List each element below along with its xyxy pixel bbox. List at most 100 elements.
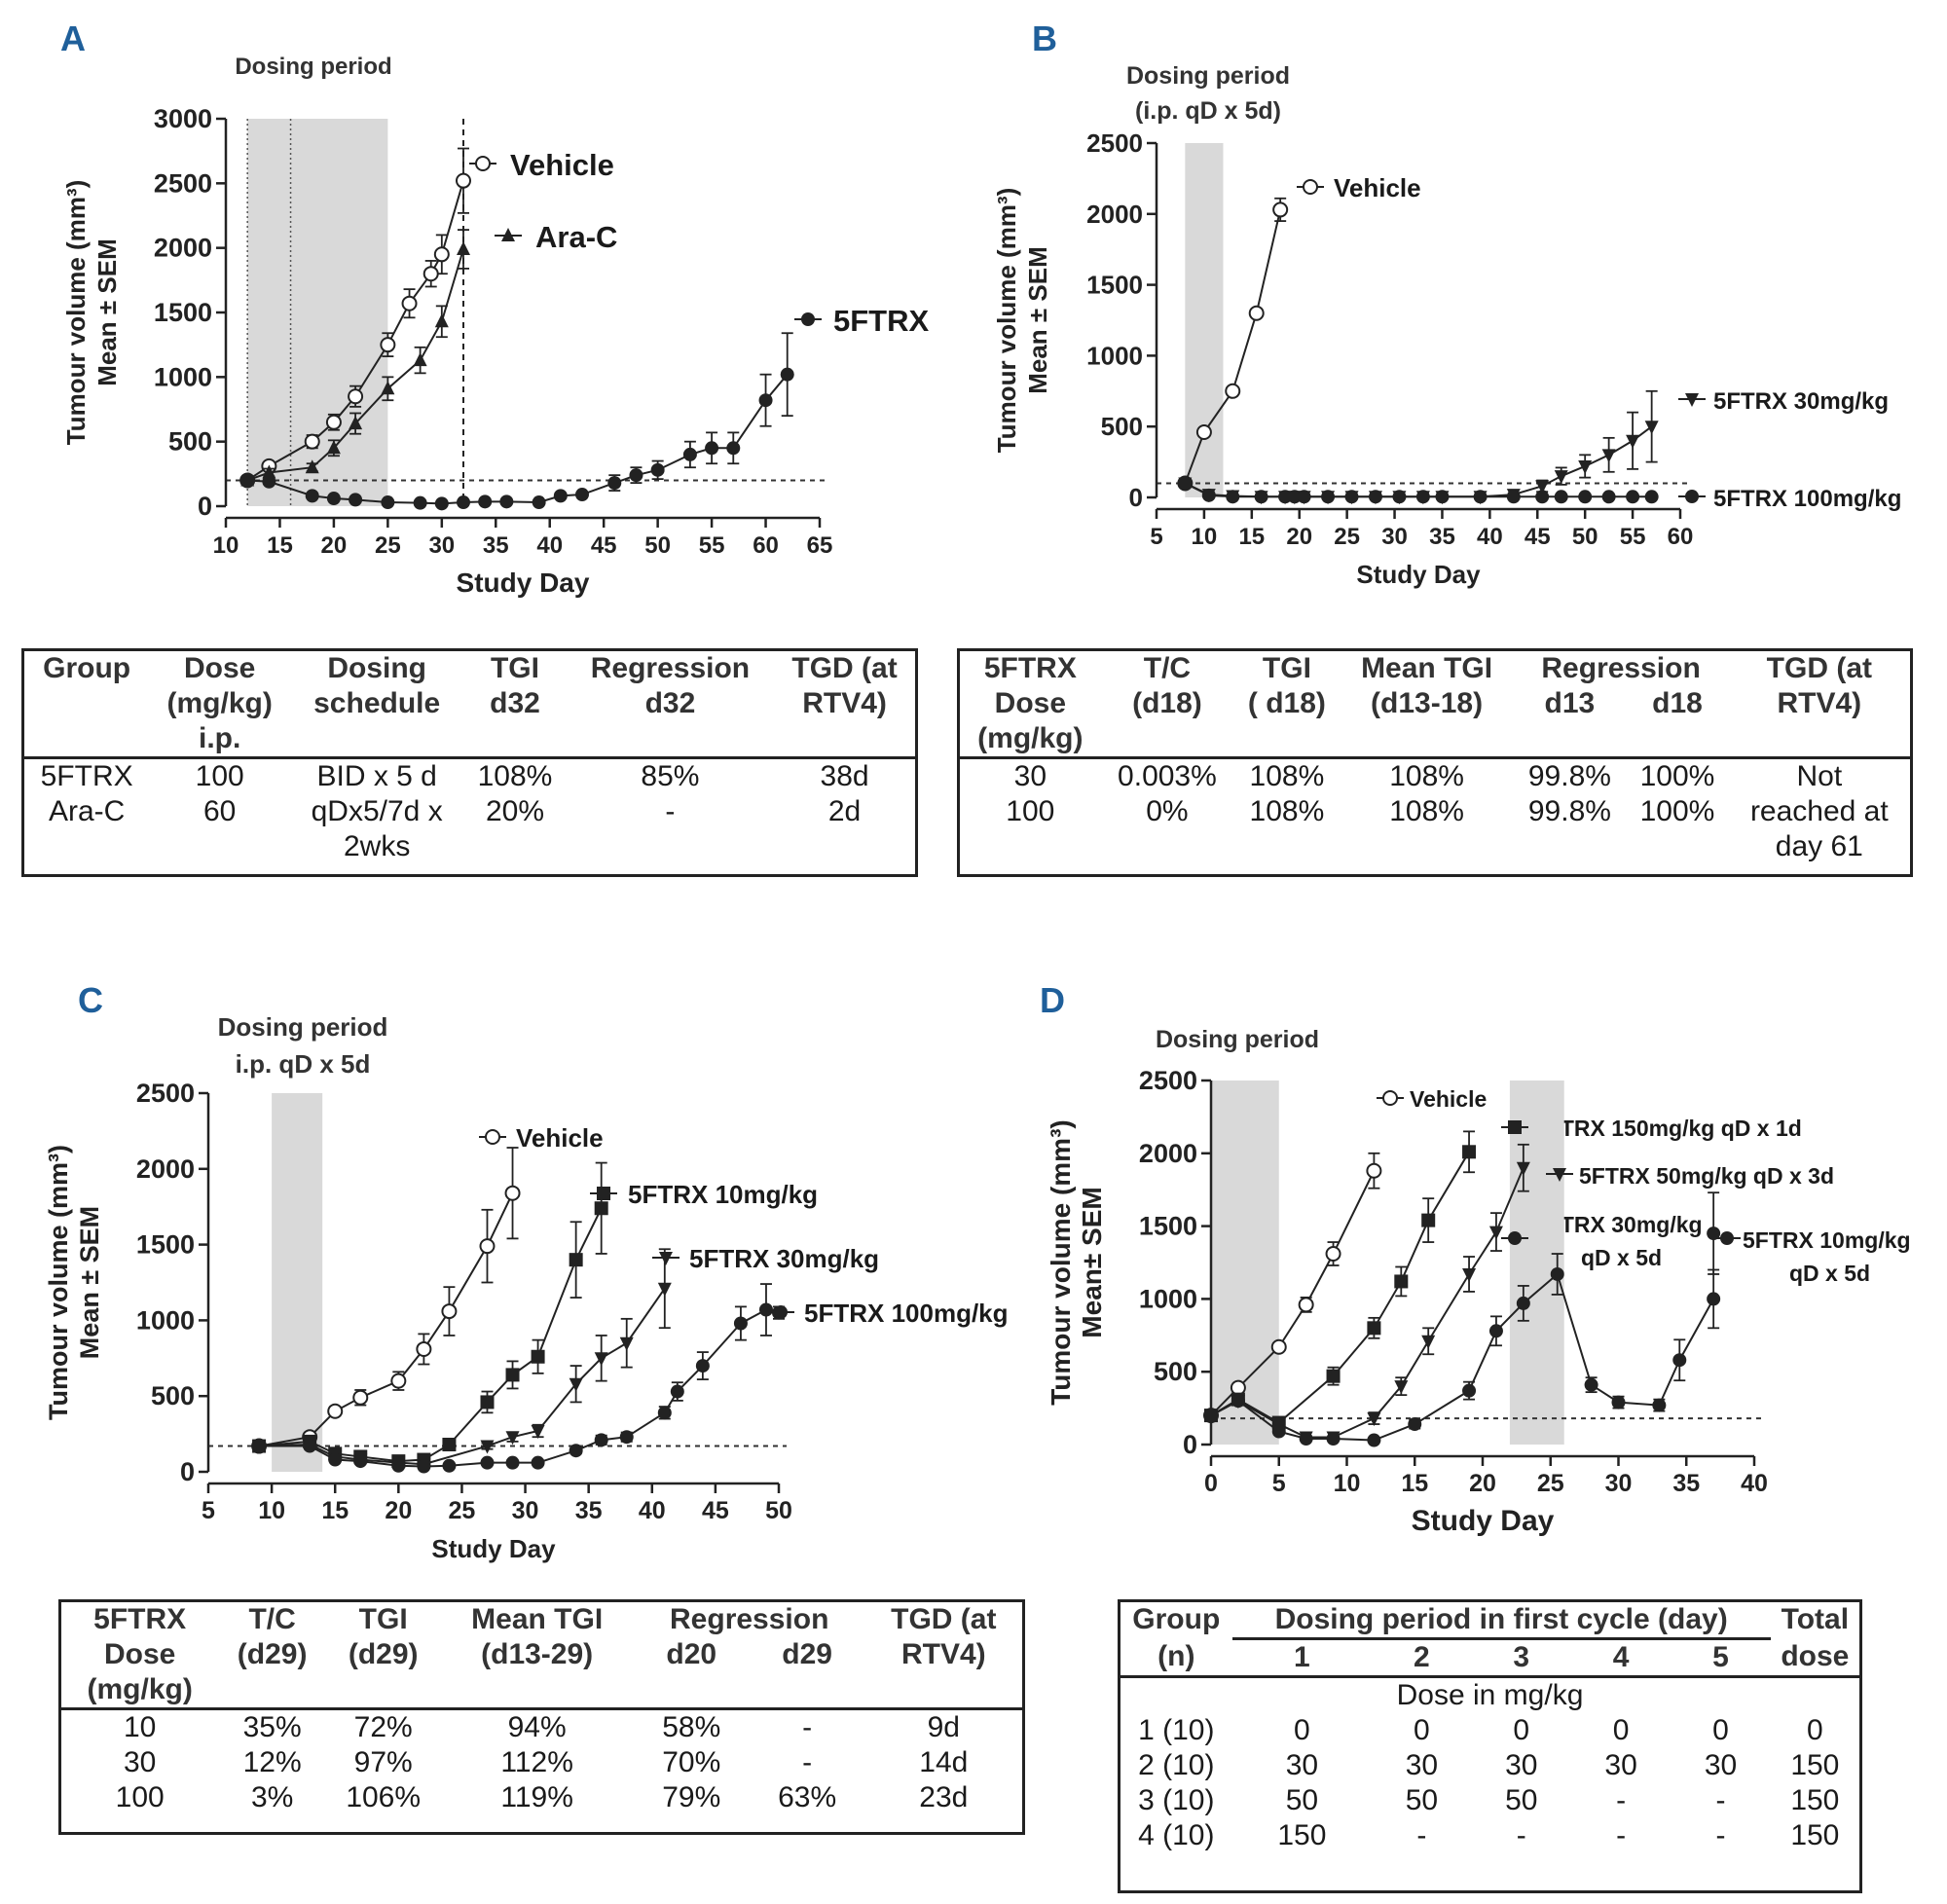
chart-c-x-axis-label: Study Day [431, 1534, 556, 1563]
chart-c-series-vehicle-point [504, 1185, 521, 1201]
chart-d-series-5ftrx-30mg-kg-qd-x-5d-point [1271, 1424, 1286, 1439]
table-b-cell: reached at [1749, 795, 1889, 827]
table-a-cell [463, 829, 567, 864]
table-c-cell: - [749, 1707, 865, 1745]
table-c-header: d20 [666, 1638, 717, 1670]
table-b-cell: 108% [1389, 795, 1464, 827]
chart-c-series-5ftrx-100mg-kg-point [417, 1459, 431, 1474]
chart-a-x-tick-label: 10 [213, 532, 239, 559]
chart-b-series-5ftrx-100mg-kg-point [1392, 490, 1407, 504]
chart-c-series-vehicle-point [390, 1373, 407, 1389]
chart-a-series-vehicle-point [304, 433, 320, 450]
chart-c-series-5ftrx-100mg-kg-point [391, 1458, 406, 1473]
legend-marker [659, 1252, 673, 1265]
table-c-header: 5FTRX [93, 1603, 187, 1635]
chart-c-series-5ftrx-100mg-kg-point [670, 1384, 684, 1399]
table-b: 5FTRX T/C TGI Mean TGI Regression TGD (a… [957, 648, 1913, 877]
chart-d-series-vehicle-point [1270, 1338, 1287, 1355]
chart-c-series-5ftrx-10mg-kg-point [594, 1201, 608, 1216]
dosing-label-b-2: (i.p. qD x 5d) [1135, 97, 1281, 125]
legend-a-vehicle: Vehicle [510, 148, 614, 182]
table-d-cell: 150 [1790, 1784, 1840, 1816]
chart-b-y-axis-label: Tumour volume (mm³) [992, 188, 1021, 454]
chart-c-series-5ftrx-100mg-kg-point [594, 1433, 608, 1447]
chart-d-y-tick-label: 0 [1183, 1430, 1197, 1459]
chart-d-series-5ftrx-50mg-kg-qd-x-3d-point [1488, 1226, 1503, 1240]
table-d-subhead: Dose in mg/kg [1120, 1675, 1859, 1713]
table-a-header: d32 [644, 687, 696, 719]
table-a-row: 5FTRX 100 BID x 5 d 108% 85% 38d [24, 756, 915, 794]
chart-c-series-vehicle-point [352, 1389, 369, 1406]
chart-d-series-5ftrx-30mg-kg-qd-x-5d-point [1231, 1394, 1245, 1409]
chart-d-series-5ftrx-30mg-kg-qd-x-5d-point [1488, 1324, 1503, 1338]
chart-a-x-tick-label: 45 [591, 532, 617, 559]
table-a-header: i.p. [199, 722, 241, 754]
table-b-header: d13 [1544, 687, 1596, 719]
chart-b-series-5ftrx-30mg-kg-point [1601, 449, 1616, 463]
chart-c: 0 500 1000 1500 2000 2500 5 10 15 20 25 30 35 40 45 50 S… [44, 1079, 792, 1563]
chart-a-series-vehicle-point [456, 172, 471, 189]
table-d-row: 2 (10) 30 30 30 30 30 150 [1120, 1748, 1859, 1783]
chart-a-series-5ftrx-point [607, 476, 622, 491]
table-d-cell: - [1715, 1819, 1726, 1851]
table-b-cell: 108% [1233, 756, 1341, 794]
legend-c-vehicle: Vehicle [516, 1123, 604, 1153]
chart-a-y-tick-label: 3000 [154, 104, 212, 133]
chart-a-series-5ftrx-point [434, 496, 449, 511]
table-a: Group Dose Dosing TGI Regression TGD (at… [21, 648, 918, 877]
table-c-header: (mg/kg) [87, 1673, 193, 1705]
chart-d-dosing-band [1211, 1080, 1279, 1445]
legend-marker [1303, 179, 1318, 195]
chart-c-dosing-band [272, 1093, 323, 1472]
table-d-cell: 0 [1807, 1714, 1823, 1746]
table-a-cell: 5FTRX [24, 756, 150, 794]
chart-d-series-5ftrx-150mg-kg-qd-x-1d-point [1462, 1145, 1477, 1159]
table-d-cell: 30 [1704, 1749, 1738, 1781]
table-d-header: dose [1781, 1639, 1850, 1672]
chart-a-series-5ftrx-point [262, 474, 276, 489]
table-d-cell: 0 [1712, 1714, 1729, 1746]
table-a-cell: qDx5/7d x [311, 795, 443, 827]
chart-c-y-tick-label: 2000 [136, 1154, 195, 1184]
chart-a-series-vehicle-point [422, 266, 439, 282]
chart-b-series-5ftrx-100mg-kg-point [1535, 490, 1550, 504]
chart-c-y-tick-label: 0 [180, 1457, 195, 1486]
table-b-header: d18 [1652, 687, 1703, 719]
table-a-header [774, 721, 915, 758]
chart-b-series-5ftrx-100mg-kg-point [1178, 476, 1193, 491]
table-c-cell: 100 [115, 1781, 165, 1813]
legend-marker [774, 1305, 788, 1319]
legend-marker [597, 1187, 610, 1200]
table-d-cell: 0 [1294, 1714, 1310, 1746]
legend-marker [1382, 1090, 1398, 1106]
chart-d-x-tick-label: 10 [1334, 1470, 1361, 1497]
chart-a-x-tick-label: 15 [267, 532, 293, 559]
table-d-cell: 3 (10) [1138, 1784, 1215, 1816]
legend-d-5ftrx150: 5FTRX 150mg/kg qD x 1d [1534, 1116, 1802, 1141]
chart-b-series-5ftrx-100mg-kg-point [1626, 490, 1640, 504]
chart-b-series-5ftrx-100mg-kg-point [1254, 490, 1268, 504]
dosing-label-c-1: Dosing period [218, 1012, 388, 1042]
table-d-row: 1 (10) 0 0 0 0 0 0 [1120, 1713, 1859, 1748]
chart-c-series-5ftrx-30mg-kg-point [594, 1352, 608, 1367]
chart-a-y-tick-label: 0 [198, 492, 212, 521]
table-d-cell: 50 [1285, 1784, 1319, 1816]
chart-c-series-5ftrx-30mg-kg-point [619, 1336, 634, 1351]
chart-b-series-5ftrx-100mg-kg-point [1201, 488, 1216, 502]
chart-a-series-ara-c-point [305, 459, 319, 474]
table-b-cell: 100 [1006, 795, 1055, 827]
chart-d-y-axis-label-2: Mean± SEM [1077, 1187, 1107, 1337]
table-b-row: 30 0.003% 108% 108% 99.8% 100% Not [960, 756, 1910, 794]
chart-c-series-5ftrx-100mg-kg-point [695, 1359, 710, 1373]
chart-c-x-tick-label: 45 [702, 1497, 729, 1524]
legend-c-5ftrx10: 5FTRX 10mg/kg [628, 1180, 818, 1209]
chart-d-series-5ftrx-30mg-kg-qd-x-5d-point [1516, 1296, 1530, 1310]
chart-a-series-ara-c-point [262, 464, 276, 479]
table-d-header: 2 [1414, 1641, 1430, 1673]
chart-c-x-tick-label: 10 [258, 1497, 285, 1524]
table-c-cell: 112% [500, 1746, 573, 1778]
legend-marker [1720, 1231, 1734, 1245]
table-a-cell: 108% [463, 756, 567, 794]
chart-c-series-5ftrx-100mg-kg-point [657, 1406, 672, 1420]
chart-d-series-5ftrx-50mg-kg-qd-x-3d-point [1394, 1380, 1409, 1395]
